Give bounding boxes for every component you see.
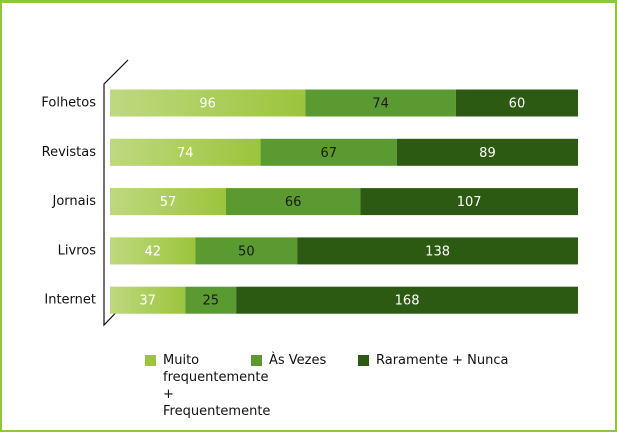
bar-segment bbox=[360, 188, 578, 216]
bar-segment bbox=[305, 89, 456, 117]
bar-segment bbox=[260, 138, 397, 166]
bar-highlight bbox=[110, 188, 226, 216]
bar-segment bbox=[185, 286, 237, 314]
y-tick-label: Revistas bbox=[42, 145, 97, 160]
bar-segment bbox=[195, 237, 298, 265]
bar-highlight bbox=[110, 286, 186, 314]
data-label: 74 bbox=[372, 97, 389, 112]
data-label: 67 bbox=[320, 146, 337, 161]
data-label: 42 bbox=[144, 244, 161, 259]
y-tick-label: Livros bbox=[58, 243, 97, 258]
bar-segment bbox=[455, 89, 578, 117]
bar-highlight bbox=[110, 89, 306, 117]
legend-swatch bbox=[145, 355, 156, 366]
data-label: 168 bbox=[395, 294, 420, 309]
legend-item: Muito frequentemente + Frequentemente bbox=[145, 352, 270, 420]
y-tick-label: Folhetos bbox=[41, 96, 96, 111]
data-label: 89 bbox=[479, 146, 496, 161]
legend-item: Às Vezes bbox=[251, 352, 346, 369]
data-label: 60 bbox=[509, 97, 526, 112]
legend-swatch bbox=[251, 355, 262, 366]
data-label: 138 bbox=[425, 244, 450, 259]
bar-highlight bbox=[110, 237, 196, 265]
bar-segment bbox=[396, 138, 578, 166]
bar-segment bbox=[297, 237, 578, 265]
data-label: 96 bbox=[199, 97, 216, 112]
bar-segment bbox=[236, 286, 578, 314]
y-tick-label: Internet bbox=[44, 293, 96, 308]
y-tick-label: Jornais bbox=[52, 194, 97, 209]
legend-label: Raramente + Nunca bbox=[376, 353, 509, 368]
legend-swatch bbox=[358, 355, 369, 366]
bar-highlight bbox=[110, 138, 261, 166]
data-label: 57 bbox=[160, 195, 177, 210]
legend-label: Às Vezes bbox=[269, 353, 327, 368]
bar-segment bbox=[225, 188, 361, 216]
data-label: 66 bbox=[285, 195, 302, 210]
legend-item: Raramente + Nunca bbox=[358, 352, 578, 369]
legend-label: Muito frequentemente + Frequentemente bbox=[163, 353, 271, 419]
data-label: 25 bbox=[202, 294, 219, 309]
data-label: 37 bbox=[139, 294, 156, 309]
data-label: 107 bbox=[457, 195, 482, 210]
data-label: 50 bbox=[238, 244, 255, 259]
data-label: 74 bbox=[177, 146, 194, 161]
